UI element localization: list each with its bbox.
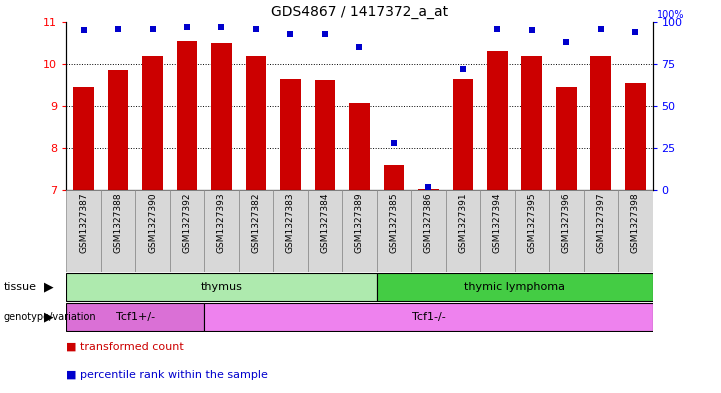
Point [112, 26, 124, 32]
Bar [66, 303, 204, 331]
Bar [446, 190, 480, 272]
Text: ■ percentile rank within the sample: ■ percentile rank within the sample [66, 369, 268, 380]
Text: GSM1327398: GSM1327398 [631, 193, 640, 253]
Point [492, 26, 503, 32]
Text: ▶: ▶ [43, 281, 53, 294]
Bar [384, 165, 404, 190]
Text: Tcf1+/-: Tcf1+/- [116, 312, 155, 322]
Text: thymus: thymus [200, 282, 242, 292]
Bar [66, 273, 376, 301]
Bar [273, 190, 308, 272]
Bar [308, 190, 342, 272]
Bar [342, 190, 376, 272]
Bar [314, 80, 335, 190]
Text: GSM1327394: GSM1327394 [493, 193, 502, 253]
Bar [177, 41, 198, 190]
Text: GDS4867 / 1417372_a_at: GDS4867 / 1417372_a_at [271, 5, 448, 19]
Text: GSM1327387: GSM1327387 [79, 193, 88, 253]
Point [388, 140, 399, 146]
Bar [239, 190, 273, 272]
Bar [280, 79, 301, 190]
Point [595, 26, 606, 32]
Bar [480, 190, 515, 272]
Text: tissue: tissue [4, 282, 37, 292]
Text: GSM1327390: GSM1327390 [148, 193, 157, 253]
Point [353, 44, 365, 50]
Bar [453, 79, 473, 190]
Bar [549, 190, 583, 272]
Text: GSM1327395: GSM1327395 [527, 193, 536, 253]
Bar [66, 190, 101, 272]
Text: Tcf1-/-: Tcf1-/- [412, 312, 446, 322]
Point [285, 31, 296, 37]
Point [250, 26, 262, 32]
Text: genotype/variation: genotype/variation [4, 312, 96, 322]
Text: GSM1327391: GSM1327391 [459, 193, 467, 253]
Point [78, 27, 89, 33]
Bar [349, 103, 370, 190]
Bar [418, 189, 438, 190]
Text: ▶: ▶ [43, 310, 53, 323]
Bar [101, 190, 136, 272]
Text: ■ transformed count: ■ transformed count [66, 342, 184, 352]
Bar [625, 83, 645, 190]
Bar [376, 273, 653, 301]
Text: GSM1327384: GSM1327384 [320, 193, 329, 253]
Text: GSM1327385: GSM1327385 [389, 193, 399, 253]
Text: GSM1327382: GSM1327382 [252, 193, 260, 253]
Bar [411, 190, 446, 272]
Text: thymic lymphoma: thymic lymphoma [464, 282, 565, 292]
Point [147, 26, 159, 32]
Bar [246, 55, 266, 190]
Bar [590, 55, 611, 190]
Text: GSM1327393: GSM1327393 [217, 193, 226, 253]
Point [457, 66, 469, 72]
Bar [376, 190, 411, 272]
Point [526, 27, 538, 33]
Text: GSM1327392: GSM1327392 [182, 193, 192, 253]
Point [629, 29, 641, 35]
Point [181, 24, 193, 30]
Point [216, 24, 227, 30]
Text: GSM1327389: GSM1327389 [355, 193, 364, 253]
Point [423, 184, 434, 190]
Bar [211, 43, 232, 190]
Bar [204, 190, 239, 272]
Text: GSM1327396: GSM1327396 [562, 193, 571, 253]
Bar [204, 303, 653, 331]
Bar [74, 87, 94, 190]
Bar [487, 51, 508, 190]
Text: GSM1327397: GSM1327397 [596, 193, 606, 253]
Text: 100%: 100% [658, 10, 685, 20]
Bar [521, 57, 542, 190]
Bar [169, 190, 204, 272]
Point [560, 39, 572, 45]
Bar [136, 190, 169, 272]
Point [319, 31, 331, 37]
Bar [515, 190, 549, 272]
Text: GSM1327386: GSM1327386 [424, 193, 433, 253]
Bar [107, 70, 128, 190]
Text: GSM1327388: GSM1327388 [113, 193, 123, 253]
Bar [142, 57, 163, 190]
Text: GSM1327383: GSM1327383 [286, 193, 295, 253]
Bar [556, 87, 577, 190]
Bar [618, 190, 653, 272]
Bar [583, 190, 618, 272]
